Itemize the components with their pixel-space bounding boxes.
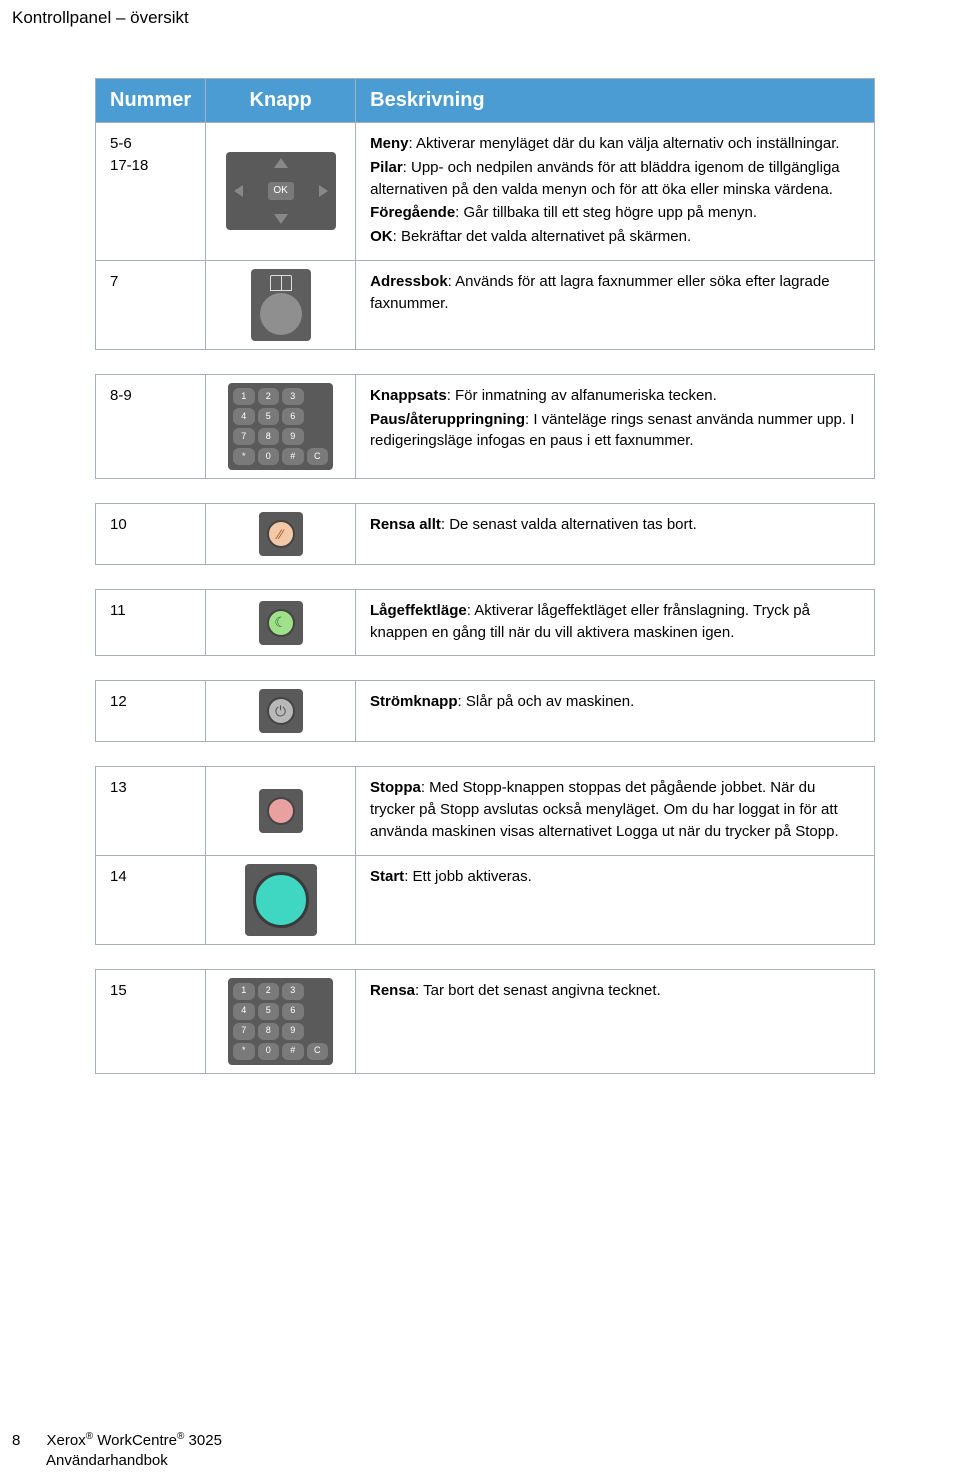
footer-subtitle: Användarhandbok [46,1452,168,1469]
row-5-6: 5-6 17-18 Meny: Aktiverar menyläget där … [96,123,875,261]
cell-icon [206,767,356,855]
power-save-button-icon: ☾ [259,601,303,645]
row-11: 11 ☾ Lågeffektläge: Aktiverar lågeffektl… [96,589,875,656]
keypad-icon: 123 456 789 *0#C [228,978,333,1065]
cell-num: 13 [96,767,206,855]
cell-num: 14 [96,855,206,944]
keypad-icon: 123 456 789 *0#C [228,383,333,470]
cell-desc: Lågeffektläge: Aktiverar lågeffektläget … [356,589,875,656]
footer: 8 Xerox® WorkCentre® 3025 Användarhandbo… [12,1430,222,1470]
cell-num: 5-6 17-18 [96,123,206,261]
cell-desc: Rensa allt: De senast valda alternativen… [356,503,875,564]
content: Nummer Knapp Beskrivning 5-6 17-18 Meny:… [0,28,960,1074]
cell-desc: Strömknapp: Slår på och av maskinen. [356,681,875,742]
row-14: 14 Start: Ett jobb aktiveras. [96,855,875,944]
cell-desc: Start: Ett jobb aktiveras. [356,855,875,944]
start-button-icon [245,864,317,936]
row-10: 10 ⁄⁄ Rensa allt: De senast valda altern… [96,503,875,564]
cell-num: 12 [96,681,206,742]
th-nummer: Nummer [96,79,206,123]
cell-desc: Stoppa: Med Stopp-knappen stoppas det på… [356,767,875,855]
cell-icon: ⁄⁄ [206,503,356,564]
page-title: Kontrollpanel – översikt [0,0,960,28]
navpad-icon [226,152,336,230]
control-panel-table-7: 15 123 456 789 *0#C Rensa: Tar bort det … [95,969,875,1074]
cell-icon [206,123,356,261]
control-panel-table-3: 10 ⁄⁄ Rensa allt: De senast valda altern… [95,503,875,565]
th-knapp: Knapp [206,79,356,123]
cell-icon [206,855,356,944]
control-panel-table-5: 12 ⏻ Strömknapp: Slår på och av maskinen… [95,680,875,742]
cell-num: 7 [96,260,206,349]
control-panel-table-2: 8-9 123 456 789 *0#C Knappsats: För inma… [95,374,875,479]
cell-desc: Meny: Aktiverar menyläget där du kan väl… [356,123,875,261]
cell-num: 11 [96,589,206,656]
footer-product: Xerox® WorkCentre® 3025 [47,1432,222,1449]
cell-icon: 123 456 789 *0#C [206,969,356,1073]
cell-icon [206,260,356,349]
control-panel-table-4: 11 ☾ Lågeffektläge: Aktiverar lågeffektl… [95,589,875,657]
cell-num: 10 [96,503,206,564]
stop-button-icon [259,789,303,833]
cell-icon: 123 456 789 *0#C [206,374,356,478]
control-panel-table-6: 13 Stoppa: Med Stopp-knappen stoppas det… [95,766,875,944]
table-header-row: Nummer Knapp Beskrivning [96,79,875,123]
row-8-9: 8-9 123 456 789 *0#C Knappsats: För inma… [96,374,875,478]
row-7: 7 Adressbok: Används för att lagra faxnu… [96,260,875,349]
cell-icon: ⏻ [206,681,356,742]
page-number: 8 [12,1432,20,1449]
addressbook-button-icon [251,269,311,341]
power-button-icon: ⏻ [259,689,303,733]
row-13: 13 Stoppa: Med Stopp-knappen stoppas det… [96,767,875,855]
cell-desc: Rensa: Tar bort det senast angivna teckn… [356,969,875,1073]
row-15: 15 123 456 789 *0#C Rensa: Tar bort det … [96,969,875,1073]
cell-icon: ☾ [206,589,356,656]
row-12: 12 ⏻ Strömknapp: Slår på och av maskinen… [96,681,875,742]
cell-desc: Knappsats: För inmatning av alfanumerisk… [356,374,875,478]
cell-desc: Adressbok: Används för att lagra faxnumm… [356,260,875,349]
control-panel-table-1: Nummer Knapp Beskrivning 5-6 17-18 Meny:… [95,78,875,350]
clear-all-button-icon: ⁄⁄ [259,512,303,556]
th-beskrivning: Beskrivning [356,79,875,123]
cell-num: 15 [96,969,206,1073]
cell-num: 8-9 [96,374,206,478]
